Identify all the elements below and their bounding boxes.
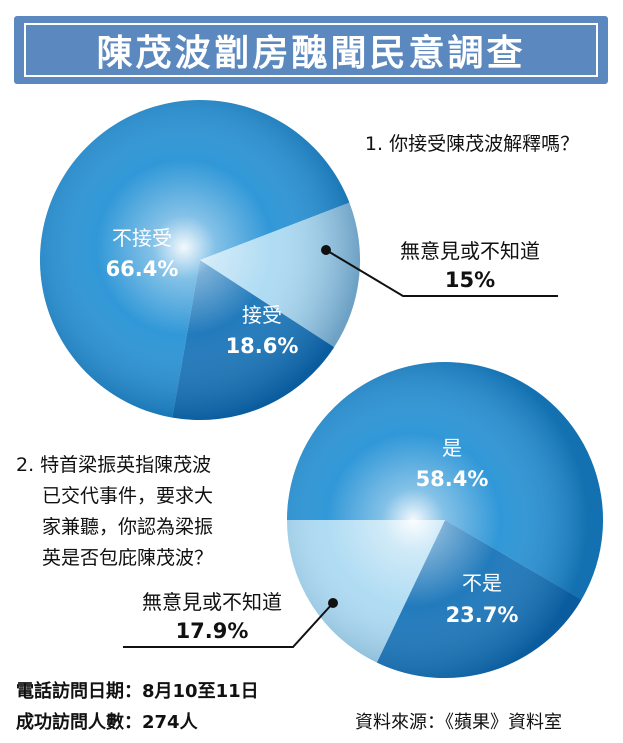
pie1-question: 1. 你接受陳茂波解釋嗎？: [365, 133, 579, 155]
pie2-label-no: 不是: [462, 571, 502, 595]
pie2-value-no: 23.7%: [446, 603, 519, 627]
pie1-shading: [40, 100, 360, 420]
pie1-leader-line: [325, 249, 558, 297]
pie2-label-no-opinion: 無意見或不知道: [142, 590, 282, 614]
pie1-label-no-opinion: 無意見或不知道: [400, 239, 540, 263]
pie-2: [287, 361, 604, 679]
pie1-label-accept: 接受: [242, 303, 282, 327]
title-banner: 陳茂波劏房醜聞民意調查: [14, 16, 608, 84]
pie1-value-reject: 66.4%: [106, 257, 179, 281]
chart-title: 陳茂波劏房醜聞民意調查: [96, 33, 526, 74]
pie2-question-line: 英是否包庇陳茂波？: [42, 547, 214, 569]
pie1-value-no-opinion: 15%: [445, 268, 495, 292]
sample-size: 成功訪問人數：274人: [16, 712, 198, 733]
pie2-question: 2. 特首梁振英指陳茂波 已交代事件，要求大 家兼聽，你認為梁振 英是否包庇陳茂…: [16, 450, 213, 574]
pie2-shading: [287, 362, 603, 678]
pie2-question-line: 已交代事件，要求大: [42, 485, 214, 507]
pie2-question-line: 2. 特首梁振英指陳茂波: [16, 454, 212, 476]
data-source: 資料來源：《蘋果》資料室: [355, 712, 562, 733]
pie2-question-line: 家兼聽，你認為梁振: [42, 516, 214, 538]
pie1-label-reject: 不接受: [112, 226, 172, 250]
pie1-value-accept: 18.6%: [226, 334, 299, 358]
pie2-value-yes: 58.4%: [416, 467, 489, 491]
pie-1: [39, 100, 360, 421]
title-frame: 陳茂波劏房醜聞民意調查: [24, 23, 598, 77]
survey-date: 電話訪問日期：8月10至11日: [16, 681, 259, 702]
pie2-leader-line: [123, 602, 334, 648]
pie2-label-yes: 是: [442, 436, 462, 460]
pie2-value-no-opinion: 17.9%: [176, 619, 249, 643]
